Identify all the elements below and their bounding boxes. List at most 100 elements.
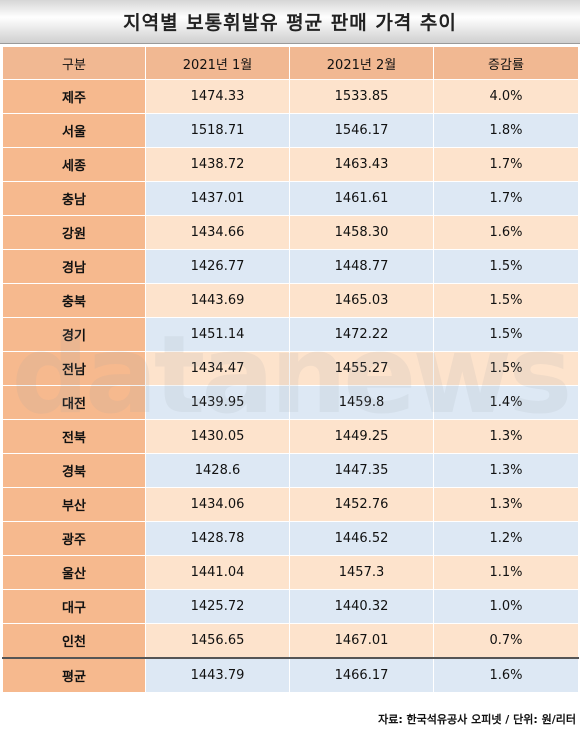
jan-price-cell: 1456.65 xyxy=(145,623,290,659)
rate-cell: 1.8% xyxy=(433,113,579,148)
region-cell: 제주 xyxy=(2,79,146,114)
feb-price-cell: 1447.35 xyxy=(289,453,434,488)
rate-cell: 1.7% xyxy=(433,147,579,182)
feb-price-cell: 1546.17 xyxy=(289,113,434,148)
feb-price-cell: 1461.61 xyxy=(289,181,434,216)
header-row: 구분 2021년 1월 2021년 2월 증감률 xyxy=(2,46,579,80)
jan-price-cell: 1428.78 xyxy=(145,521,290,556)
region-cell: 평균 xyxy=(2,657,146,693)
region-cell: 경북 xyxy=(2,453,146,488)
table-body: 제주 1474.33 1533.85 4.0% 서울 1518.71 1546.17 1.8%… xyxy=(2,79,579,693)
region-cell: 인천 xyxy=(2,623,146,659)
jan-price-cell: 1434.66 xyxy=(145,215,290,250)
table-row: 경남 1426.77 1448.77 1.5% xyxy=(2,249,579,284)
table-row: 강원 1434.66 1458.30 1.6% xyxy=(2,215,579,250)
feb-price-cell: 1466.17 xyxy=(289,657,434,693)
region-cell: 경남 xyxy=(2,249,146,284)
table-row: 경북 1428.6 1447.35 1.3% xyxy=(2,453,579,488)
table-row: 제주 1474.33 1533.85 4.0% xyxy=(2,79,579,114)
region-cell: 경기 xyxy=(2,317,146,352)
region-cell: 세종 xyxy=(2,147,146,182)
feb-price-cell: 1452.76 xyxy=(289,487,434,522)
table-row: 광주 1428.78 1446.52 1.2% xyxy=(2,521,579,556)
table-row: 대전 1439.95 1459.8 1.4% xyxy=(2,385,579,420)
rate-cell: 1.3% xyxy=(433,487,579,522)
jan-price-cell: 1474.33 xyxy=(145,79,290,114)
feb-price-cell: 1455.27 xyxy=(289,351,434,386)
rate-cell: 1.5% xyxy=(433,317,579,352)
jan-price-cell: 1443.69 xyxy=(145,283,290,318)
jan-price-cell: 1518.71 xyxy=(145,113,290,148)
jan-price-cell: 1434.06 xyxy=(145,487,290,522)
table-row: 충북 1443.69 1465.03 1.5% xyxy=(2,283,579,318)
region-cell: 전북 xyxy=(2,419,146,454)
header-rate: 증감률 xyxy=(433,46,579,80)
region-cell: 대구 xyxy=(2,589,146,624)
table-row: 경기 1451.14 1472.22 1.5% xyxy=(2,317,579,352)
rate-cell: 1.5% xyxy=(433,283,579,318)
rate-cell: 1.6% xyxy=(433,215,579,250)
rate-cell: 1.5% xyxy=(433,249,579,284)
jan-price-cell: 1443.79 xyxy=(145,657,290,693)
feb-price-cell: 1459.8 xyxy=(289,385,434,420)
title-bar: 지역별 보통휘발유 평균 판매 가격 추이 xyxy=(0,0,580,44)
jan-price-cell: 1441.04 xyxy=(145,555,290,590)
table-row: 평균 1443.79 1466.17 1.6% xyxy=(2,657,579,693)
jan-price-cell: 1437.01 xyxy=(145,181,290,216)
source-note: 자료: 한국석유공사 오피넷 / 단위: 원/리터 xyxy=(378,713,576,726)
region-cell: 울산 xyxy=(2,555,146,590)
region-cell: 강원 xyxy=(2,215,146,250)
jan-price-cell: 1438.72 xyxy=(145,147,290,182)
rate-cell: 1.0% xyxy=(433,589,579,624)
table-row: 울산 1441.04 1457.3 1.1% xyxy=(2,555,579,590)
table-row: 서울 1518.71 1546.17 1.8% xyxy=(2,113,579,148)
jan-price-cell: 1428.6 xyxy=(145,453,290,488)
header-feb: 2021년 2월 xyxy=(289,46,434,80)
price-table: 구분 2021년 1월 2021년 2월 증감률 제주 1474.33 1533.8… xyxy=(2,46,579,693)
table-row: 충남 1437.01 1461.61 1.7% xyxy=(2,181,579,216)
region-cell: 충북 xyxy=(2,283,146,318)
feb-price-cell: 1457.3 xyxy=(289,555,434,590)
table-title: 지역별 보통휘발유 평균 판매 가격 추이 xyxy=(123,12,457,34)
rate-cell: 1.5% xyxy=(433,351,579,386)
feb-price-cell: 1472.22 xyxy=(289,317,434,352)
jan-price-cell: 1426.77 xyxy=(145,249,290,284)
rate-cell: 1.3% xyxy=(433,419,579,454)
feb-price-cell: 1448.77 xyxy=(289,249,434,284)
rate-cell: 1.7% xyxy=(433,181,579,216)
table-row: 세종 1438.72 1463.43 1.7% xyxy=(2,147,579,182)
region-cell: 전남 xyxy=(2,351,146,386)
rate-cell: 1.1% xyxy=(433,555,579,590)
feb-price-cell: 1467.01 xyxy=(289,623,434,659)
jan-price-cell: 1430.05 xyxy=(145,419,290,454)
table-row: 전남 1434.47 1455.27 1.5% xyxy=(2,351,579,386)
feb-price-cell: 1533.85 xyxy=(289,79,434,114)
region-cell: 광주 xyxy=(2,521,146,556)
region-cell: 충남 xyxy=(2,181,146,216)
table-row: 전북 1430.05 1449.25 1.3% xyxy=(2,419,579,454)
jan-price-cell: 1451.14 xyxy=(145,317,290,352)
header-jan: 2021년 1월 xyxy=(145,46,290,80)
rate-cell: 0.7% xyxy=(433,623,579,659)
region-cell: 대전 xyxy=(2,385,146,420)
jan-price-cell: 1434.47 xyxy=(145,351,290,386)
rate-cell: 1.6% xyxy=(433,657,579,693)
feb-price-cell: 1465.03 xyxy=(289,283,434,318)
feb-price-cell: 1449.25 xyxy=(289,419,434,454)
feb-price-cell: 1446.52 xyxy=(289,521,434,556)
jan-price-cell: 1439.95 xyxy=(145,385,290,420)
table-row: 인천 1456.65 1467.01 0.7% xyxy=(2,623,579,659)
feb-price-cell: 1463.43 xyxy=(289,147,434,182)
region-cell: 서울 xyxy=(2,113,146,148)
rate-cell: 1.3% xyxy=(433,453,579,488)
region-cell: 부산 xyxy=(2,487,146,522)
table-row: 부산 1434.06 1452.76 1.3% xyxy=(2,487,579,522)
header-region: 구분 xyxy=(2,46,146,80)
rate-cell: 1.4% xyxy=(433,385,579,420)
feb-price-cell: 1440.32 xyxy=(289,589,434,624)
rate-cell: 4.0% xyxy=(433,79,579,114)
table-row: 대구 1425.72 1440.32 1.0% xyxy=(2,589,579,624)
rate-cell: 1.2% xyxy=(433,521,579,556)
feb-price-cell: 1458.30 xyxy=(289,215,434,250)
jan-price-cell: 1425.72 xyxy=(145,589,290,624)
